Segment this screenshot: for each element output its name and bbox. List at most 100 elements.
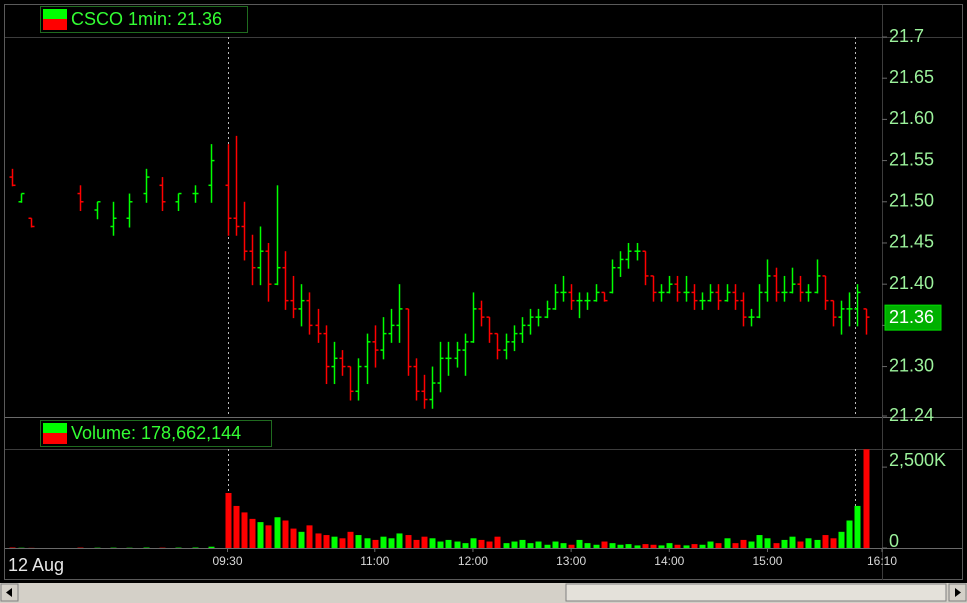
volume-bar [331, 536, 338, 548]
price-legend: CSCO 1min: 21.36 [40, 6, 248, 33]
ohlc-bar [265, 242, 272, 302]
ohlc-bar [650, 275, 657, 302]
ohlc-bar [535, 308, 542, 327]
volume-bar [584, 543, 591, 548]
ohlc-bar [830, 299, 837, 327]
volume-bar [773, 543, 780, 548]
ohlc-bar [372, 325, 379, 368]
legend-up-swatch [43, 423, 67, 433]
volume-bar [724, 538, 731, 548]
ohlc-bar [724, 284, 731, 302]
volume-bar [445, 539, 452, 548]
ohlc-bar [576, 292, 583, 319]
volume-bar [814, 539, 821, 548]
ohlc-bar [527, 308, 534, 335]
y-tick-label: 21.45 [889, 232, 934, 252]
volume-bar [748, 541, 755, 548]
volume-bar [265, 525, 272, 548]
legend-up-swatch [43, 9, 67, 19]
volume-bar [683, 545, 690, 548]
ohlc-bar [257, 226, 264, 286]
volume-bar [298, 531, 305, 548]
ohlc-bar [241, 201, 248, 261]
volume-bar [225, 493, 232, 548]
volume-bar [863, 449, 870, 548]
legend-box [40, 6, 248, 33]
ohlc-bar [225, 144, 232, 236]
ohlc-bar [380, 317, 387, 360]
ohlc-bar [282, 251, 289, 310]
ohlc-bar [797, 275, 804, 302]
volume-bar [740, 539, 747, 548]
x-tick-label: 14:00 [654, 554, 684, 568]
volume-bar [781, 539, 788, 548]
volume-bar [339, 538, 346, 548]
volume-bar [527, 543, 534, 548]
volume-bar [846, 520, 853, 548]
volume-bar [388, 538, 395, 548]
scrollbar[interactable] [0, 583, 967, 603]
ohlc-bar [544, 300, 551, 319]
volume-bar [609, 543, 616, 548]
ohlc-bar [503, 333, 510, 360]
legend-box [40, 420, 272, 447]
volume-bar [372, 539, 379, 548]
ohlc-bar [462, 333, 469, 376]
ohlc-bar [405, 308, 412, 376]
arrow-icon [6, 588, 12, 597]
volume-bar [421, 536, 428, 548]
volume-bar [707, 541, 714, 548]
last-price-label: 21.36 [889, 307, 934, 327]
ohlc-bar [863, 308, 870, 335]
ohlc-bar [764, 259, 771, 302]
ohlc-bar [773, 267, 780, 302]
volume-bar [593, 544, 600, 548]
ohlc-bar [789, 267, 796, 294]
frame [4, 4, 963, 580]
volume-bar [470, 538, 477, 548]
volume-bar [208, 546, 215, 548]
ohlc-bar [683, 275, 690, 302]
ohlc-bar [126, 193, 133, 228]
volume-bar [552, 541, 559, 548]
ohlc-bar [421, 374, 428, 409]
date-label: 12 Aug [8, 555, 64, 575]
x-tick-label: 16:10 [867, 554, 897, 568]
volume-bar [462, 543, 469, 548]
ohlc-bar [233, 135, 240, 236]
x-tick-label: 11:00 [360, 554, 389, 568]
volume-bar [658, 545, 665, 548]
ohlc-bar [28, 217, 35, 228]
ohlc-bar [347, 365, 354, 401]
ohlc-bar [175, 192, 182, 212]
ohlc-bar [601, 291, 608, 302]
volume-bar [437, 541, 444, 548]
chart-title: CSCO 1min: 21.36 [71, 9, 222, 29]
volume-bar [503, 543, 510, 548]
x-tick-label: 15:00 [752, 554, 782, 568]
ohlc-bar [274, 185, 281, 286]
volume-bar [347, 531, 354, 548]
volume-bar [364, 538, 371, 548]
ohlc-bar [642, 250, 649, 286]
ohlc-bar [593, 284, 600, 302]
ohlc-bar [249, 234, 256, 286]
y-tick-label: 21.24 [889, 405, 934, 425]
volume-bar [535, 541, 542, 548]
y-tick-label: 21.55 [889, 149, 934, 169]
volume-bar [380, 536, 387, 548]
ohlc-bar [355, 358, 362, 401]
ohlc-bar [159, 177, 166, 212]
scrollbar-thumb[interactable] [565, 583, 947, 602]
ohlc-bar [388, 308, 395, 343]
ohlc-bar [658, 284, 665, 302]
ohlc-bar [715, 284, 722, 310]
legend-down-swatch [43, 433, 67, 444]
x-tick-label: 13:00 [556, 554, 586, 568]
ohlc-bar [838, 300, 845, 335]
volume-bar [306, 525, 313, 548]
ohlc-bar [437, 341, 444, 393]
volume-bar [486, 541, 493, 548]
volume-bar [274, 517, 281, 548]
